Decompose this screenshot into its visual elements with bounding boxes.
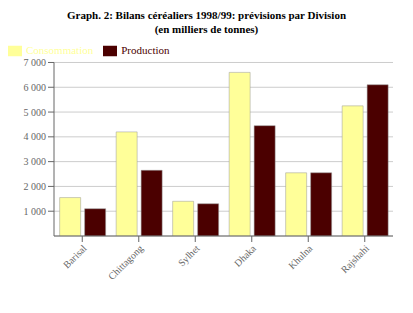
svg-text:6 000: 6 000 [24, 82, 47, 93]
svg-text:2 000: 2 000 [24, 181, 47, 192]
svg-text:Sylhet: Sylhet [176, 243, 202, 269]
svg-text:Khulna: Khulna [286, 242, 315, 271]
html-text:(en milliers de tonnes): (en milliers de tonnes) [154, 23, 259, 35]
svg-text:5 000: 5 000 [24, 107, 47, 118]
svg-text:1 000: 1 000 [24, 206, 47, 217]
svg-text:4 000: 4 000 [24, 131, 47, 142]
html-text:Graph. 2: Bilans céréaliers 19: Graph. 2: Bilans céréaliers 1998/99: pré… [67, 9, 346, 21]
svg-text:Barisal: Barisal [61, 243, 89, 271]
html-text:Production: Production [121, 44, 170, 56]
svg-text:7 000: 7 000 [24, 57, 47, 68]
svg-text:Chittagong: Chittagong [106, 243, 145, 282]
svg-text:Dhaka: Dhaka [232, 242, 259, 269]
html-text:Consommation: Consommation [26, 44, 94, 56]
svg-text:3 000: 3 000 [24, 156, 47, 167]
svg-text:Rajshahi: Rajshahi [339, 243, 372, 276]
